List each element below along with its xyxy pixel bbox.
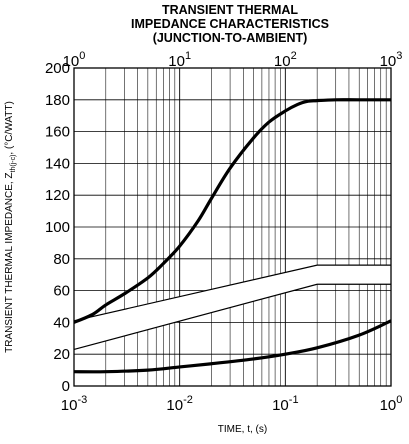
x-top-tick-label-exponent: 1: [185, 50, 191, 62]
x-bottom-tick-label: 10-2: [166, 394, 192, 414]
y-axis-label-units: , (°C/WATT): [4, 101, 15, 154]
y-tick-label: 120: [45, 187, 70, 204]
x-bottom-tick-label-exponent: 0: [396, 394, 402, 406]
x-bottom-tick-label-exponent: -3: [77, 394, 87, 406]
x-bottom-tick-label-base: 10: [380, 397, 397, 414]
plot-frame: [73, 67, 392, 387]
band-layer: [73, 264, 391, 351]
chart-title: TRANSIENT THERMAL IMPEDANCE CHARACTERIST…: [131, 3, 329, 45]
x-axis-top-tick-labels: 100 101 102 103: [63, 50, 403, 70]
y-tick-label: 100: [45, 219, 70, 236]
x-top-tick-label-base: 10: [274, 53, 291, 70]
x-bottom-tick-label-base: 10: [61, 397, 78, 414]
y-axis-label-main: TRANSIENT THERMAL IMPEDANCE, Z: [4, 172, 15, 352]
band-lower-line: [73, 283, 391, 351]
x-top-tick-label-base: 10: [63, 53, 80, 70]
x-bottom-tick-label-exponent: -2: [183, 394, 193, 406]
x-top-tick-label-exponent: 2: [291, 50, 297, 62]
y-axis-tick-labels: 0 20 40 60 80 100 120 140 160 180 200: [45, 60, 70, 395]
chart-title-line-2: IMPEDANCE CHARACTERISTICS: [131, 17, 329, 31]
x-bottom-tick-label-base: 10: [166, 397, 183, 414]
y-tick-label: 160: [45, 124, 70, 141]
y-tick-label: 140: [45, 155, 70, 172]
x-top-tick-label-base: 10: [380, 53, 397, 70]
y-tick-label: 200: [45, 60, 70, 77]
x-axis-label: TIME, t, (s): [218, 424, 267, 435]
x-bottom-tick-label: 10-1: [272, 394, 298, 414]
x-top-tick-label-exponent: 0: [79, 50, 85, 62]
x-bottom-tick-label-exponent: -1: [289, 394, 299, 406]
y-tick-label: 40: [53, 314, 70, 331]
x-bottom-tick-label: 10-3: [61, 394, 87, 414]
x-top-tick-label: 102: [274, 50, 297, 70]
band-upper-line: [73, 264, 391, 322]
y-tick-label: 0: [62, 378, 70, 395]
chart-title-line-1: TRANSIENT THERMAL: [162, 3, 298, 17]
series-curve-2: [73, 319, 392, 374]
y-tick-label: 20: [53, 346, 70, 363]
series-layer: [73, 98, 392, 374]
y-tick-label: 80: [53, 251, 70, 268]
x-axis-bottom-tick-labels: 10-3 10-2 10-1 100: [61, 394, 403, 414]
y-axis-label: TRANSIENT THERMAL IMPEDANCE, Zth(j-c), (…: [4, 101, 17, 353]
x-top-tick-label-exponent: 3: [396, 50, 402, 62]
x-bottom-tick-label: 100: [380, 394, 403, 414]
band-fill: [74, 265, 391, 350]
y-tick-label: 180: [45, 92, 70, 109]
x-top-tick-label: 100: [63, 50, 86, 70]
x-top-tick-label-base: 10: [168, 53, 185, 70]
y-axis-label-subscript: th(j-c): [10, 155, 17, 173]
chart-title-line-3: (JUNCTION-TO-AMBIENT): [153, 31, 308, 45]
x-top-tick-label: 101: [168, 50, 191, 70]
series-curve-1: [73, 98, 391, 324]
x-bottom-tick-label-base: 10: [272, 397, 289, 414]
y-tick-label: 60: [53, 283, 70, 300]
x-top-tick-label: 103: [380, 50, 403, 70]
grid: [73, 67, 391, 387]
